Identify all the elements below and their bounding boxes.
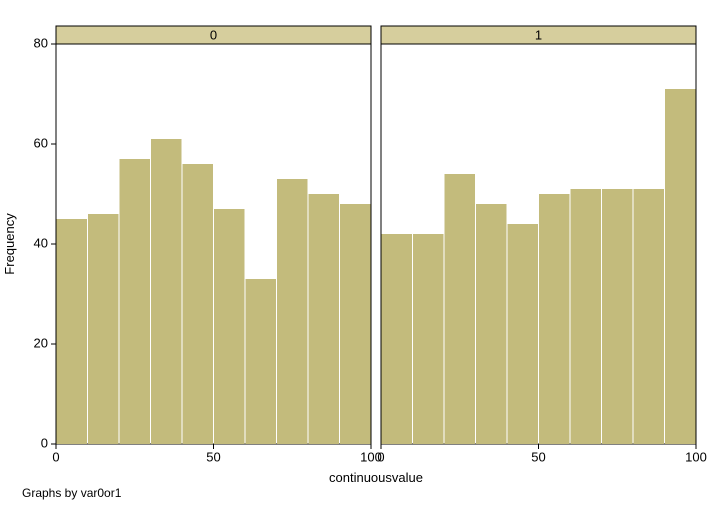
histogram-bar bbox=[340, 204, 371, 444]
histogram-bar bbox=[214, 209, 245, 444]
histogram-bar bbox=[571, 189, 602, 444]
histogram-bar bbox=[445, 174, 476, 444]
x-tick-label: 50 bbox=[531, 450, 545, 465]
y-tick-label: 0 bbox=[41, 435, 48, 450]
histogram-bar bbox=[476, 204, 507, 444]
histogram-bar bbox=[277, 179, 308, 444]
histogram-bar bbox=[57, 219, 88, 444]
y-tick-label: 60 bbox=[34, 135, 48, 150]
x-tick-label: 0 bbox=[52, 450, 59, 465]
y-tick-label: 80 bbox=[34, 35, 48, 50]
histogram-bar bbox=[665, 89, 696, 444]
faceted-histogram-chart: 00501001050100020406080Frequencycontinuo… bbox=[0, 0, 717, 516]
chart-svg: 00501001050100020406080Frequencycontinuo… bbox=[0, 0, 717, 511]
histogram-bar bbox=[539, 194, 570, 444]
histogram-bar bbox=[634, 189, 665, 444]
panel-header-title: 0 bbox=[210, 27, 217, 42]
histogram-bar bbox=[309, 194, 340, 444]
x-axis-label: continuousvalue bbox=[329, 470, 423, 485]
y-tick-label: 40 bbox=[34, 235, 48, 250]
histogram-bar bbox=[246, 279, 277, 444]
histogram-bar bbox=[151, 139, 182, 444]
x-tick-label: 50 bbox=[206, 450, 220, 465]
x-tick-label: 0 bbox=[377, 450, 384, 465]
histogram-bar bbox=[602, 189, 633, 444]
histogram-bar bbox=[382, 234, 413, 444]
chart-footnote: Graphs by var0or1 bbox=[22, 486, 122, 500]
y-tick-label: 20 bbox=[34, 335, 48, 350]
histogram-bar bbox=[120, 159, 151, 444]
histogram-bar bbox=[88, 214, 119, 444]
histogram-bar bbox=[508, 224, 539, 444]
histogram-bar bbox=[183, 164, 214, 444]
x-tick-label: 100 bbox=[685, 450, 707, 465]
histogram-bar bbox=[413, 234, 444, 444]
panel-header-title: 1 bbox=[535, 27, 542, 42]
y-axis-label: Frequency bbox=[2, 213, 17, 275]
